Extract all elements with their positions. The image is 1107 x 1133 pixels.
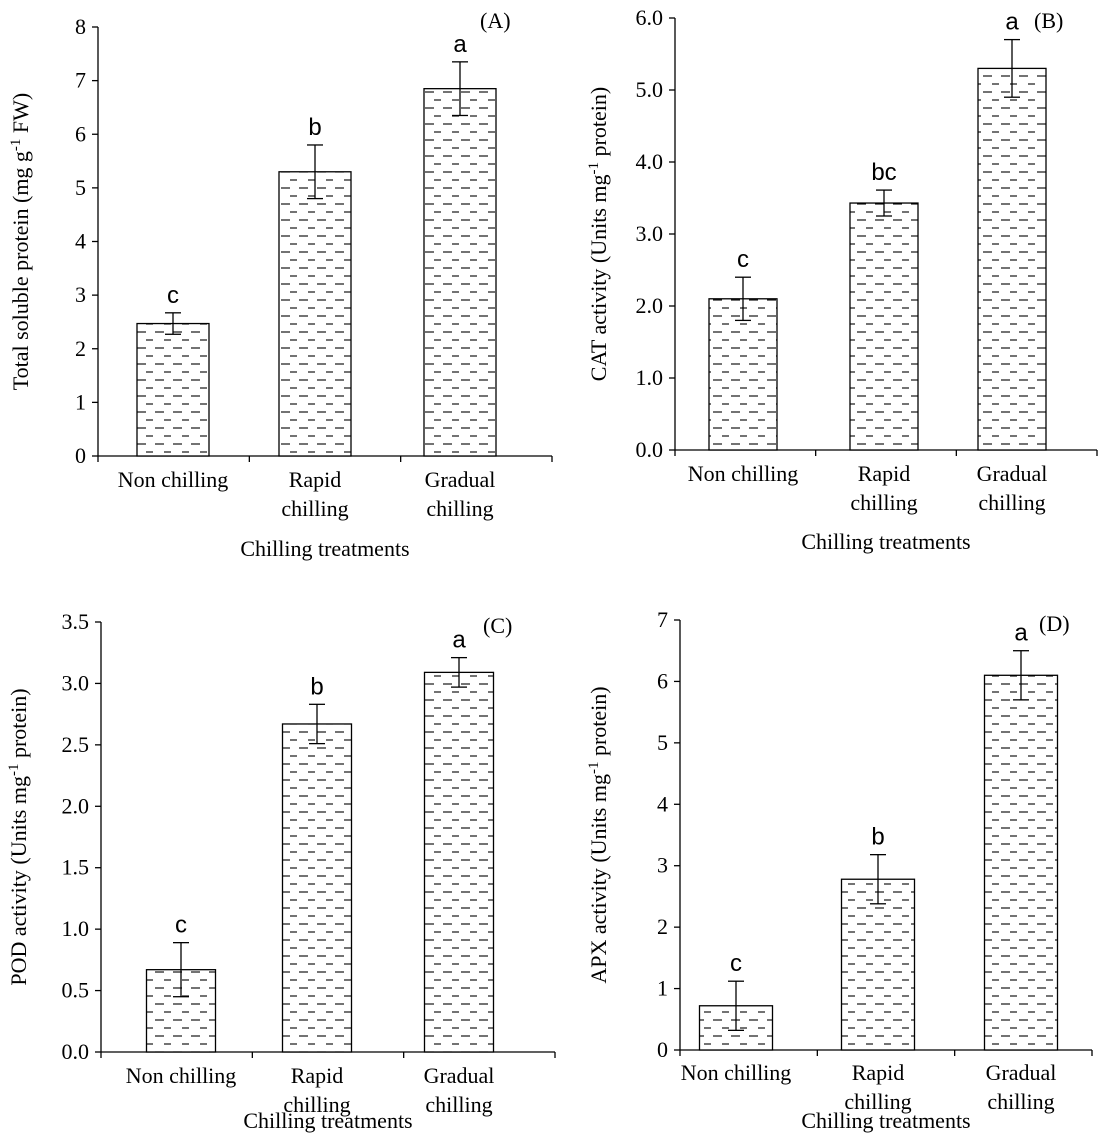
significance-letter: c xyxy=(737,246,749,273)
y-tick-label: 5 xyxy=(657,730,668,755)
y-tick-label: 1 xyxy=(657,976,668,1001)
significance-letter: a xyxy=(1014,620,1028,647)
y-tick-label: 1.0 xyxy=(636,365,664,390)
bar xyxy=(281,723,353,1053)
y-tick-label: 2.0 xyxy=(636,293,664,318)
y-tick-label: 8 xyxy=(75,14,86,39)
panel-label: (B) xyxy=(1034,8,1063,33)
bar xyxy=(136,322,210,457)
y-tick-label: 0.0 xyxy=(62,1039,90,1064)
x-axis-title: Chilling treatments xyxy=(801,1108,970,1133)
category-label: Non chilling xyxy=(118,467,229,492)
chart-panel: 0 1 2 3 4 5 6 7 c b a Non chilling Rapid chilling Grad… xyxy=(586,607,1093,1133)
bar xyxy=(849,202,919,451)
bar xyxy=(423,671,495,1053)
y-tick-label: 4 xyxy=(657,791,668,816)
bar xyxy=(708,298,778,451)
y-tick-label: 3.5 xyxy=(62,609,90,634)
y-tick-label: 1.0 xyxy=(62,916,90,941)
y-axis-title: Total soluble protein (mg g-1 FW) xyxy=(8,93,33,391)
category-label: Gradual chilling xyxy=(424,1063,495,1117)
category-label: Rapid chilling xyxy=(283,1063,350,1117)
bar xyxy=(423,88,497,457)
bar xyxy=(840,878,916,1051)
bar xyxy=(278,171,352,457)
y-axis-title: POD activity (Units mg-1 protein) xyxy=(6,688,31,985)
y-tick-label: 7 xyxy=(75,68,86,93)
y-tick-label: 1 xyxy=(75,389,86,414)
significance-letter: a xyxy=(1005,9,1019,36)
category-label: Gradual chilling xyxy=(977,461,1048,515)
category-label: Gradual chilling xyxy=(425,467,496,521)
y-tick-label: 1.5 xyxy=(62,855,90,880)
y-tick-label: 3.0 xyxy=(636,221,664,246)
significance-letter: b xyxy=(308,114,321,141)
y-tick-label: 0.5 xyxy=(62,978,90,1003)
chart-panel: 0.0 1.0 2.0 3.0 4.0 5.0 6.0 c bc a Non chilling Rap… xyxy=(586,5,1098,554)
y-tick-label: 4 xyxy=(75,229,86,254)
y-tick-label: 6 xyxy=(75,121,86,146)
y-tick-label: 0.0 xyxy=(636,437,664,462)
bar xyxy=(983,674,1059,1051)
y-tick-label: 2 xyxy=(657,914,668,939)
category-label: Rapid chilling xyxy=(850,461,917,515)
y-tick-label: 7 xyxy=(657,607,668,632)
y-tick-label: 3 xyxy=(75,282,86,307)
panel-label: (D) xyxy=(1039,611,1070,636)
x-axis-title: Chilling treatments xyxy=(240,536,409,561)
y-tick-label: 4.0 xyxy=(636,149,664,174)
y-tick-label: 0 xyxy=(657,1037,668,1062)
category-label: Non chilling xyxy=(688,461,799,486)
y-tick-label: 6 xyxy=(657,668,668,693)
y-tick-label: 2 xyxy=(75,336,86,361)
significance-letter: c xyxy=(167,282,179,309)
significance-letter: c xyxy=(175,912,187,939)
panel-label: (C) xyxy=(483,613,512,638)
significance-letter: a xyxy=(452,627,466,654)
significance-letter: bc xyxy=(871,159,896,186)
y-axis-title: APX activity (Units mg-1 protein) xyxy=(586,686,611,983)
category-label: Rapid chilling xyxy=(281,467,348,521)
y-axis-title: CAT activity (Units mg-1 protein) xyxy=(586,87,611,381)
panel-label: (A) xyxy=(480,8,511,33)
bar xyxy=(977,67,1047,451)
significance-letter: a xyxy=(453,31,467,58)
x-axis-title: Chilling treatments xyxy=(243,1108,412,1133)
category-label: Gradual chilling xyxy=(986,1060,1057,1114)
y-tick-label: 3.0 xyxy=(62,670,90,695)
y-tick-label: 6.0 xyxy=(636,5,664,30)
significance-letter: c xyxy=(730,950,742,977)
y-tick-label: 5 xyxy=(75,175,86,200)
x-axis-title: Chilling treatments xyxy=(801,529,970,554)
category-label: Non chilling xyxy=(126,1063,237,1088)
significance-letter: b xyxy=(310,673,323,700)
category-label: Non chilling xyxy=(681,1060,792,1085)
y-tick-label: 5.0 xyxy=(636,77,664,102)
chart-panel: 0 1 2 3 4 5 6 7 8 c b a Non chilling Rapid chilling Gra… xyxy=(8,8,553,561)
significance-letter: b xyxy=(871,824,884,851)
y-tick-label: 2.0 xyxy=(62,793,90,818)
chart-panel: 0.0 0.5 1.0 1.5 2.0 2.5 3.0 3.5 c b a Non chilling R… xyxy=(6,609,556,1133)
y-tick-label: 3 xyxy=(657,853,668,878)
y-tick-label: 0 xyxy=(75,443,86,468)
category-label: Rapid chilling xyxy=(844,1060,911,1114)
y-tick-label: 2.5 xyxy=(62,732,90,757)
